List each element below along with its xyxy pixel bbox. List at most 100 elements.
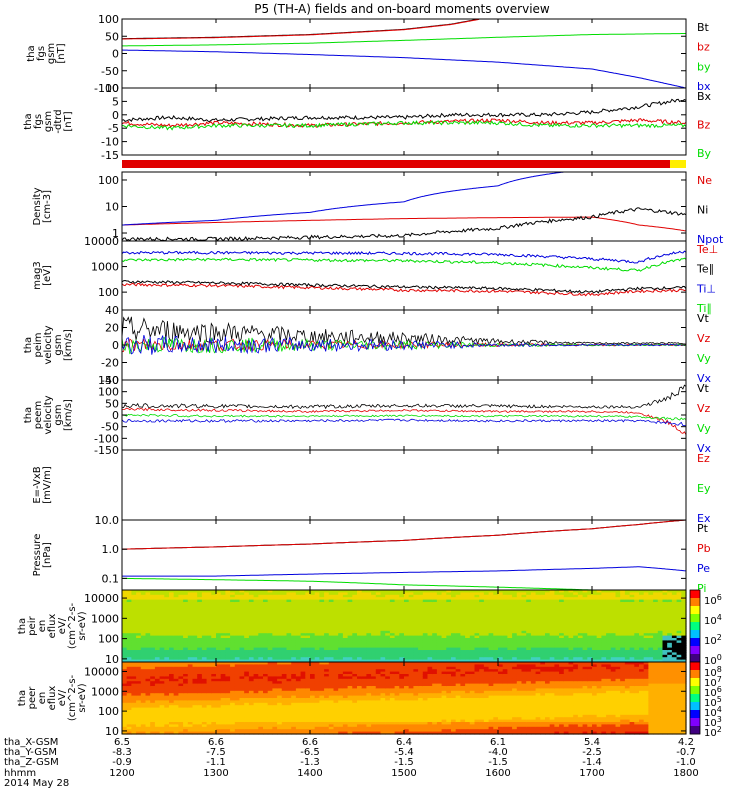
heatmap-cell xyxy=(328,659,335,663)
heatmap-cell xyxy=(154,671,161,675)
heatmap-cell xyxy=(230,626,236,629)
heatmap-cell xyxy=(352,638,358,641)
y-tick-label: 10 xyxy=(105,653,119,666)
heatmap-cell xyxy=(164,635,170,639)
heatmap-cell xyxy=(375,640,382,644)
heatmap-cell xyxy=(418,647,424,651)
heatmap-cell xyxy=(653,614,659,617)
heatmap-cell xyxy=(629,590,635,593)
heatmap-cell xyxy=(272,597,278,601)
heatmap-cell xyxy=(291,638,297,641)
heatmap-cell xyxy=(248,606,255,610)
heatmap-cell xyxy=(263,717,269,721)
heatmap-cell xyxy=(385,594,391,598)
heatmap-cell xyxy=(230,707,236,711)
series-line xyxy=(122,33,686,47)
heatmap-cell xyxy=(150,602,156,605)
heatmap-cell xyxy=(267,659,273,663)
y-tick-label: 10000 xyxy=(84,592,119,605)
heatmap-cell xyxy=(136,683,142,687)
heatmap-cell xyxy=(122,664,128,668)
heatmap-cell xyxy=(657,623,664,627)
heatmap-cell xyxy=(624,623,631,627)
heatmap-cell xyxy=(281,594,288,598)
heatmap-cell xyxy=(234,594,241,598)
heatmap-cell xyxy=(498,614,504,617)
heatmap-cell xyxy=(512,630,518,634)
heatmap-cell xyxy=(239,717,245,721)
heatmap-cell xyxy=(352,659,358,663)
heatmap-cell xyxy=(352,640,358,644)
heatmap-cell xyxy=(164,640,170,644)
heatmap-cell xyxy=(216,647,222,651)
heatmap-cell xyxy=(676,621,682,625)
heatmap-cell xyxy=(310,630,316,634)
heatmap-cell xyxy=(460,602,466,605)
heatmap-cell xyxy=(225,686,231,689)
heatmap-cell xyxy=(662,635,668,639)
heatmap-cell xyxy=(178,705,184,709)
heatmap-cell xyxy=(488,642,494,646)
heatmap-cell xyxy=(573,597,579,601)
heatmap-cell xyxy=(549,647,555,651)
y-tick-label: 10.0 xyxy=(95,514,120,527)
heatmap-cell xyxy=(192,606,198,610)
heatmap-cell xyxy=(441,654,447,658)
heatmap-cell xyxy=(474,633,480,637)
heatmap-cell xyxy=(338,650,344,653)
heatmap-cell xyxy=(281,626,288,629)
heatmap-cell xyxy=(493,650,499,653)
heatmap-cell xyxy=(380,647,386,651)
heatmap-cell xyxy=(220,693,226,697)
heatmap-cell xyxy=(248,616,255,620)
heatmap-cell xyxy=(201,618,208,622)
heatmap-cell xyxy=(258,599,264,603)
heatmap-cell xyxy=(422,623,429,627)
heatmap-cell xyxy=(389,592,396,596)
heatmap-cell xyxy=(554,592,560,596)
heatmap-cell xyxy=(455,611,461,615)
heatmap-cell xyxy=(404,657,410,661)
heatmap-cell xyxy=(512,626,518,629)
heatmap-cell xyxy=(169,611,175,615)
heatmap-cell xyxy=(220,669,226,673)
heatmap-cell xyxy=(662,592,668,596)
heatmap-cell xyxy=(483,606,490,610)
heatmap-cell xyxy=(122,676,128,680)
heatmap-cell xyxy=(352,597,358,601)
heatmap-cell xyxy=(488,650,494,653)
heatmap-cell xyxy=(234,698,241,701)
heatmap-cell xyxy=(361,640,367,644)
heatmap-cell xyxy=(291,621,297,625)
heatmap-cell xyxy=(164,645,170,649)
heatmap-cell xyxy=(244,630,250,634)
heatmap-cell xyxy=(328,647,335,651)
heatmap-cell xyxy=(554,657,560,661)
heatmap-cell xyxy=(164,666,170,670)
heatmap-cell xyxy=(145,645,151,649)
heatmap-cell xyxy=(629,635,635,639)
heatmap-cell xyxy=(197,659,203,663)
heatmap-cell xyxy=(643,626,649,629)
heatmap-cell xyxy=(540,590,546,593)
heatmap-cell xyxy=(460,594,466,598)
heatmap-cell xyxy=(375,642,382,646)
heatmap-cell xyxy=(357,614,363,617)
heatmap-cell xyxy=(126,681,132,685)
heatmap-cell xyxy=(145,654,151,658)
heatmap-cell xyxy=(643,602,649,605)
heatmap-cell xyxy=(164,654,170,658)
heatmap-cell xyxy=(272,722,278,725)
y-tick-label: 50 xyxy=(105,397,119,410)
heatmap-cell xyxy=(197,707,203,711)
heatmap-cell xyxy=(272,599,278,603)
heatmap-cell xyxy=(592,592,598,596)
heatmap-cell xyxy=(380,623,386,627)
series-line xyxy=(121,334,687,355)
heatmap-cell xyxy=(610,640,617,644)
heatmap-cell xyxy=(653,592,659,596)
heatmap-cell xyxy=(216,618,222,622)
heatmap-cell xyxy=(154,645,161,649)
heatmap-cell xyxy=(422,652,429,656)
heatmap-cell xyxy=(300,642,306,646)
